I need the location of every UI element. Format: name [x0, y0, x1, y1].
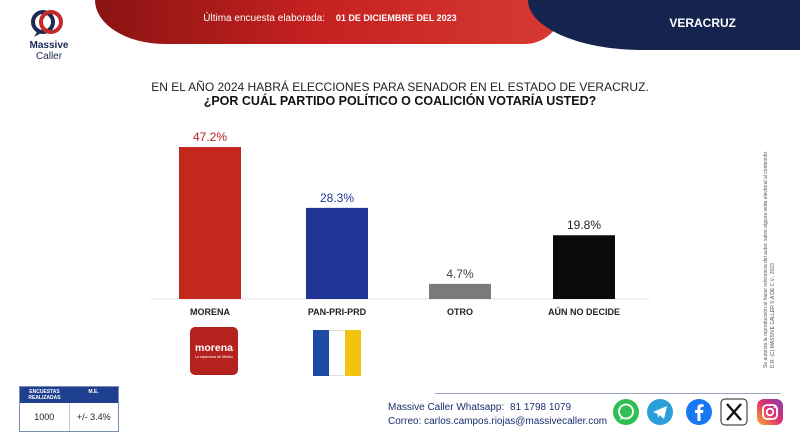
prd-logo-icon	[345, 330, 361, 376]
facebook-icon[interactable]	[685, 398, 713, 426]
copyright-note: Se autoriza la reproducción al hacer ref…	[763, 88, 777, 368]
whatsapp-label: Massive Caller Whatsapp:	[388, 402, 505, 413]
value-label: 28.3%	[320, 191, 354, 205]
value-label: 47.2%	[193, 130, 227, 144]
state-name: VERACRUZ	[669, 16, 736, 30]
stats-value-row: 1000 +/- 3.4%	[20, 403, 118, 431]
whatsapp-icon[interactable]	[612, 398, 640, 426]
bar-a-n-no-decide	[553, 235, 615, 299]
category-label: AÚN NO DECIDE	[548, 306, 620, 317]
bar-otro	[429, 283, 491, 299]
bar-morena	[179, 147, 241, 299]
whatsapp-number[interactable]: 81 1798 1079	[509, 402, 572, 413]
whatsapp-contact: Massive Caller Whatsapp: 81 1798 1079	[388, 402, 571, 413]
copyright-line2: D.R. (C) MASSIVE CALLER S.A DE C.V., 202…	[770, 263, 776, 368]
copyright-line1: Se autoriza la reproducción al hacer ref…	[763, 150, 769, 368]
survey-stats-table: ENCUESTAS REALIZADAS M.E. 1000 +/- 3.4%	[19, 386, 119, 432]
survey-date-text: Última encuesta elaborada: 01 DE DICIEMB…	[95, 13, 565, 24]
instagram-icon[interactable]	[756, 398, 784, 426]
category-label: MORENA	[190, 307, 230, 317]
stats-header-row: ENCUESTAS REALIZADAS M.E.	[20, 387, 118, 403]
x-icon[interactable]	[720, 398, 748, 426]
stats-header-surveys: ENCUESTAS REALIZADAS	[28, 389, 61, 401]
pri-logo-icon	[329, 330, 345, 376]
footer-divider	[435, 393, 780, 394]
survey-date-value: 01 DE DICIEMBRE DEL 2023	[335, 13, 457, 23]
brand-name-line1: Massive	[29, 40, 69, 51]
brand-name-line2: Caller	[35, 51, 63, 62]
value-label: 4.7%	[446, 267, 474, 281]
email-contact[interactable]: Correo: carlos.campos.riojas@massivecall…	[388, 416, 608, 427]
bar-pan-pri-prd	[306, 207, 368, 299]
massive-caller-logo-icon	[31, 10, 63, 37]
pan-logo-icon	[313, 330, 329, 376]
telegram-icon[interactable]	[646, 398, 674, 426]
question-line2: ¿POR CUÁL PARTIDO POLÍTICO O COALICIÓN V…	[203, 94, 597, 108]
category-label: OTRO	[447, 307, 473, 317]
question-line1: EN EL AÑO 2024 HABRÁ ELECCIONES PARA SEN…	[151, 80, 649, 94]
morena-logo-word: morena	[195, 342, 233, 354]
stats-header-margin: M.E.	[88, 389, 99, 395]
morena-logo-tagline: La esperanza de México	[194, 355, 234, 359]
stats-margin-value: +/- 3.4%	[76, 412, 111, 422]
stats-surveys-value: 1000	[20, 403, 70, 431]
category-label: PAN-PRI-PRD	[308, 307, 367, 317]
survey-date-label: Última encuesta elaborada:	[203, 13, 326, 24]
survey-date-banner: Última encuesta elaborada: 01 DE DICIEMB…	[95, 0, 565, 44]
morena-party-logo: morena La esperanza de México	[190, 327, 238, 375]
value-label: 19.8%	[567, 218, 601, 232]
massive-caller-logo: Massive Caller	[14, 8, 84, 64]
pan-pri-prd-coalition-logo	[313, 330, 361, 376]
